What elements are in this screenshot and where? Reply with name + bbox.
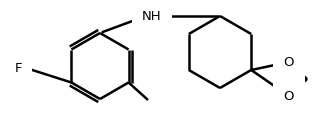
Text: NH: NH [142, 10, 162, 23]
Text: F: F [14, 61, 22, 75]
Text: O: O [284, 89, 294, 102]
Text: O: O [284, 56, 294, 69]
